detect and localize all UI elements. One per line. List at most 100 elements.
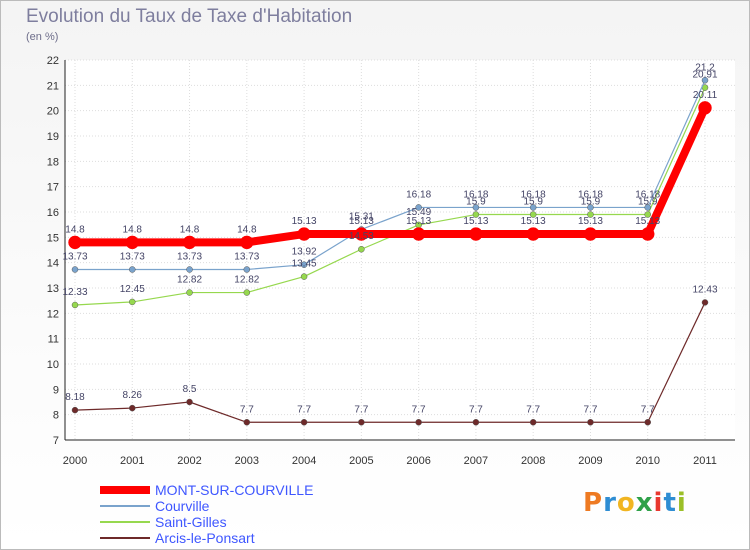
data-label-mont-sur-courville: 15.13	[578, 216, 603, 227]
x-tick-label: 2008	[521, 455, 545, 467]
series-layer	[68, 77, 712, 426]
legend-item-arcis-le-ponsart: Arcis-le-Ponsart	[100, 530, 360, 546]
data-label-saint-gilles: 12.45	[120, 284, 145, 295]
data-point-arcis-le-ponsart	[358, 419, 365, 426]
x-tick-label: 2002	[177, 455, 201, 467]
data-label-mont-sur-courville: 14.8	[65, 224, 85, 235]
x-tick-label: 2010	[635, 455, 659, 467]
data-label-mont-sur-courville: 15.13	[635, 216, 660, 227]
data-point-courville	[587, 204, 594, 211]
series-line-arcis-le-ponsart	[74, 301, 706, 423]
series-line-courville	[74, 79, 706, 271]
y-tick-label: 7	[53, 435, 59, 447]
data-point-mont-sur-courville	[411, 227, 426, 241]
data-label-saint-gilles: 15.49	[406, 207, 431, 218]
y-tick-label: 20	[47, 106, 59, 118]
data-label-saint-gilles: 12.82	[177, 275, 202, 286]
series-line-mont-sur-courville	[71, 103, 709, 247]
data-point-mont-sur-courville	[125, 235, 140, 250]
axis-layer: 7 8 9 10 11 12 13 14 15 16 17 18 19 20 21 22 2000 2001 200…	[47, 55, 735, 467]
y-tick-label: 18	[47, 156, 59, 168]
data-label-mont-sur-courville: 15.13	[406, 216, 431, 227]
logo-letter: x	[635, 488, 654, 518]
legend-item-saint-gilles: Saint-Gilles	[100, 514, 360, 530]
data-label-arcis-le-ponsart: 8.26	[123, 390, 143, 401]
x-tick-label: 2007	[464, 455, 488, 467]
data-label-arcis-le-ponsart: 7.7	[412, 404, 426, 415]
data-point-arcis-le-ponsart	[415, 419, 422, 426]
data-point-arcis-le-ponsart	[529, 419, 537, 426]
data-label-mont-sur-courville: 15.13	[292, 216, 317, 227]
data-label-arcis-le-ponsart: 7.7	[240, 404, 254, 415]
data-label-saint-gilles: 15.9	[523, 197, 543, 208]
y-tick-label: 9	[53, 384, 59, 396]
data-label-arcis-le-ponsart: 8.18	[65, 392, 85, 403]
data-point-courville	[529, 204, 537, 211]
data-point-courville	[472, 204, 480, 211]
data-point-arcis-le-ponsart	[71, 406, 79, 414]
data-point-saint-gilles	[71, 301, 79, 309]
x-tick-label: 2009	[578, 455, 602, 467]
data-point-saint-gilles	[358, 245, 365, 253]
data-label-courville: 16.18	[635, 189, 660, 200]
data-label-saint-gilles: 15.9	[581, 197, 601, 208]
legend-item-mont-sur-courville: MONT-SUR-COURVILLE	[100, 482, 360, 498]
data-label-courville: 15.31	[349, 211, 374, 222]
data-point-arcis-le-ponsart	[300, 419, 308, 426]
data-point-arcis-le-ponsart	[644, 419, 651, 426]
plot-area	[65, 60, 735, 440]
data-label-courville: 13.73	[62, 252, 87, 263]
chart-subtitle: (en %)	[26, 31, 59, 43]
data-point-saint-gilles	[300, 273, 308, 280]
data-point-saint-gilles	[472, 211, 480, 218]
legend-label: Saint-Gilles	[155, 514, 227, 530]
data-label-courville: 13.92	[292, 247, 317, 258]
logo-letter: P	[583, 488, 604, 518]
data-label-saint-gilles: 12.33	[62, 287, 87, 298]
data-label-saint-gilles: 13.45	[292, 259, 317, 270]
data-point-saint-gilles	[243, 289, 251, 296]
x-tick-label: 2001	[120, 455, 144, 467]
data-label-layer: 8.18 8.26 8.5 7.7 7.7 7.7 7.7 7.7 7.7 7.7 7.7 12.43…	[62, 62, 717, 415]
data-label-arcis-le-ponsart: 7.7	[641, 404, 655, 415]
data-point-arcis-le-ponsart	[701, 299, 709, 306]
data-point-mont-sur-courville	[583, 227, 598, 241]
legend-label: Arcis-le-Ponsart	[155, 530, 255, 546]
legend-label: MONT-SUR-COURVILLE	[155, 482, 314, 498]
data-point-arcis-le-ponsart	[129, 404, 136, 412]
data-label-saint-gilles: 20.91	[692, 70, 717, 81]
y-tick-label: 10	[47, 359, 59, 371]
data-point-mont-sur-courville	[698, 101, 712, 115]
x-tick-label: 2003	[235, 455, 259, 467]
data-label-arcis-le-ponsart: 7.7	[469, 404, 483, 415]
legend-swatch	[100, 537, 150, 539]
data-label-saint-gilles: 14.53	[349, 231, 374, 242]
data-label-arcis-le-ponsart: 7.7	[354, 404, 368, 415]
data-label-courville: 13.73	[234, 252, 259, 263]
data-point-mont-sur-courville	[469, 227, 483, 241]
x-tick-label: 2004	[292, 455, 316, 467]
logo-letter: r	[603, 488, 617, 518]
data-point-courville	[243, 266, 251, 273]
y-tick-label: 16	[47, 207, 59, 219]
data-label-arcis-le-ponsart: 7.7	[584, 404, 598, 415]
data-point-mont-sur-courville	[354, 227, 369, 241]
data-point-mont-sur-courville	[526, 227, 540, 241]
data-label-mont-sur-courville: 14.8	[123, 224, 143, 235]
x-tick-label: 2011	[693, 455, 717, 467]
data-label-mont-sur-courville: 20.11	[693, 90, 718, 101]
data-label-arcis-le-ponsart: 7.7	[526, 404, 540, 415]
y-tick-label: 17	[47, 182, 59, 194]
legend-item-courville: Courville	[100, 498, 360, 514]
data-point-saint-gilles	[644, 211, 651, 218]
y-tick-label: 11	[48, 334, 59, 346]
proxiti-logo: Proxiti	[583, 488, 687, 518]
data-point-mont-sur-courville	[640, 227, 655, 241]
data-point-saint-gilles	[129, 298, 136, 306]
legend-swatch	[100, 486, 150, 494]
legend-swatch	[100, 505, 150, 507]
data-label-saint-gilles: 12.82	[234, 275, 259, 286]
data-point-mont-sur-courville	[182, 235, 197, 250]
data-label-mont-sur-courville: 14.8	[180, 224, 200, 235]
